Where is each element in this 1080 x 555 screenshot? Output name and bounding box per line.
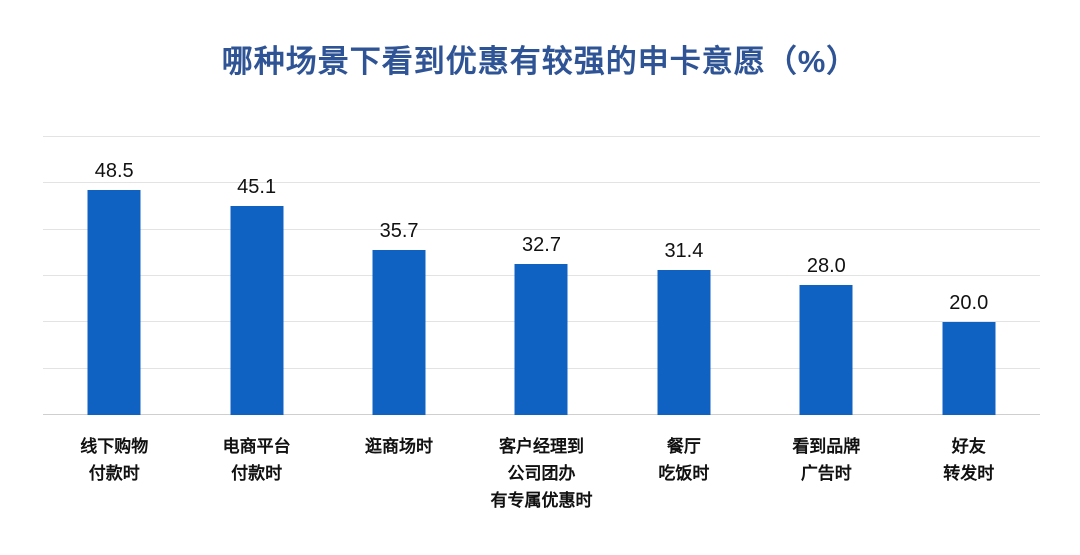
gridline <box>43 136 1040 137</box>
bar <box>942 322 996 415</box>
category-labels: 线下购物 付款时 电商平台 付款时 逛商场时 客户经理到 公司团办 有专属优惠时 餐厅 … <box>43 433 1040 514</box>
bar-value-label: 20.0 <box>949 292 989 315</box>
bar-value-label: 35.7 <box>379 219 419 242</box>
bar-value-label: 45.1 <box>237 176 277 199</box>
category-label: 逛商场时 <box>365 437 434 456</box>
bar-value-label: 48.5 <box>94 160 134 183</box>
bar-value-label: 31.4 <box>664 239 704 262</box>
bar-value-label: 28.0 <box>806 255 846 278</box>
bar <box>799 285 853 415</box>
bar <box>87 190 141 415</box>
category-label: 看到品牌 广告时 <box>792 437 861 483</box>
bar <box>230 206 284 415</box>
bar-value-label: 32.7 <box>522 233 561 256</box>
gridline <box>43 182 1040 184</box>
bar-slot: 31.4 <box>613 137 755 415</box>
bar <box>372 249 426 415</box>
chart-title: 哪种场景下看到优惠有较强的申卡意愿（%） <box>221 44 859 79</box>
gridline <box>43 228 1040 230</box>
bar-slot: 35.7 <box>328 137 470 415</box>
bar-slot: 20.0 <box>898 137 1040 415</box>
bar-slot: 32.7 <box>470 137 612 415</box>
category-label: 好友 转发时 <box>943 437 995 483</box>
bar-slot: 48.5 <box>43 137 185 415</box>
category-label: 电商平台 付款时 <box>222 437 291 483</box>
bar <box>514 263 568 415</box>
category-label: 餐厅 吃饭时 <box>658 437 710 483</box>
bar-slot: 28.0 <box>755 137 897 415</box>
category-label: 客户经理到 公司团办 有专属优惠时 <box>490 437 593 510</box>
bar <box>657 269 711 415</box>
bar-slot: 45.1 <box>185 137 327 415</box>
plot-area: 48.5 45.1 35.7 32.7 31.4 28.0 20.0 <box>43 136 1040 415</box>
category-label: 线下购物 付款时 <box>80 437 149 483</box>
